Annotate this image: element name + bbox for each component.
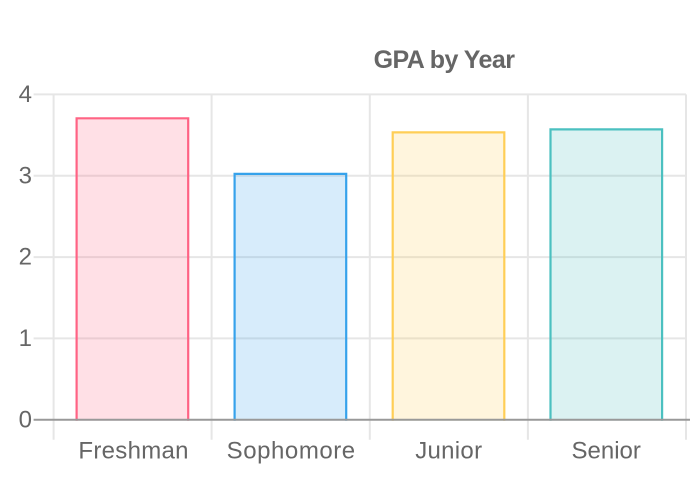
svg-text:Senior: Senior [572,438,641,465]
svg-text:4: 4 [19,81,32,108]
svg-text:3: 3 [19,162,32,189]
svg-text:1: 1 [19,325,32,352]
svg-text:GPA by Year: GPA by Year [374,46,516,74]
svg-text:2: 2 [19,244,32,271]
svg-text:Freshman: Freshman [78,438,188,465]
svg-text:0: 0 [19,406,32,433]
svg-text:Junior: Junior [415,438,482,465]
svg-text:Sophomore: Sophomore [227,438,356,465]
